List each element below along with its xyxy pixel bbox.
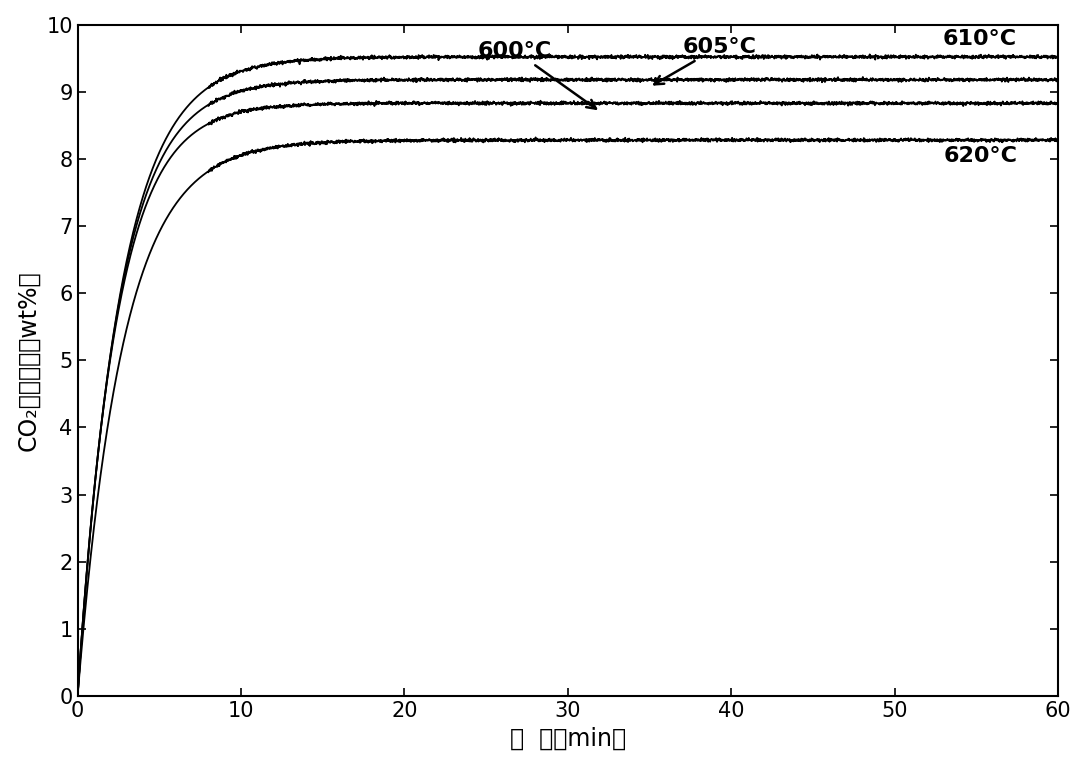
Text: 620°C: 620°C [943, 146, 1017, 166]
Text: 610°C: 610°C [943, 29, 1017, 49]
X-axis label: 时  间（min）: 时 间（min） [510, 726, 626, 750]
Y-axis label: CO₂质量分数（wt%）: CO₂质量分数（wt%） [16, 270, 40, 450]
Text: 605°C: 605°C [654, 37, 756, 84]
Text: 600°C: 600°C [478, 41, 596, 109]
